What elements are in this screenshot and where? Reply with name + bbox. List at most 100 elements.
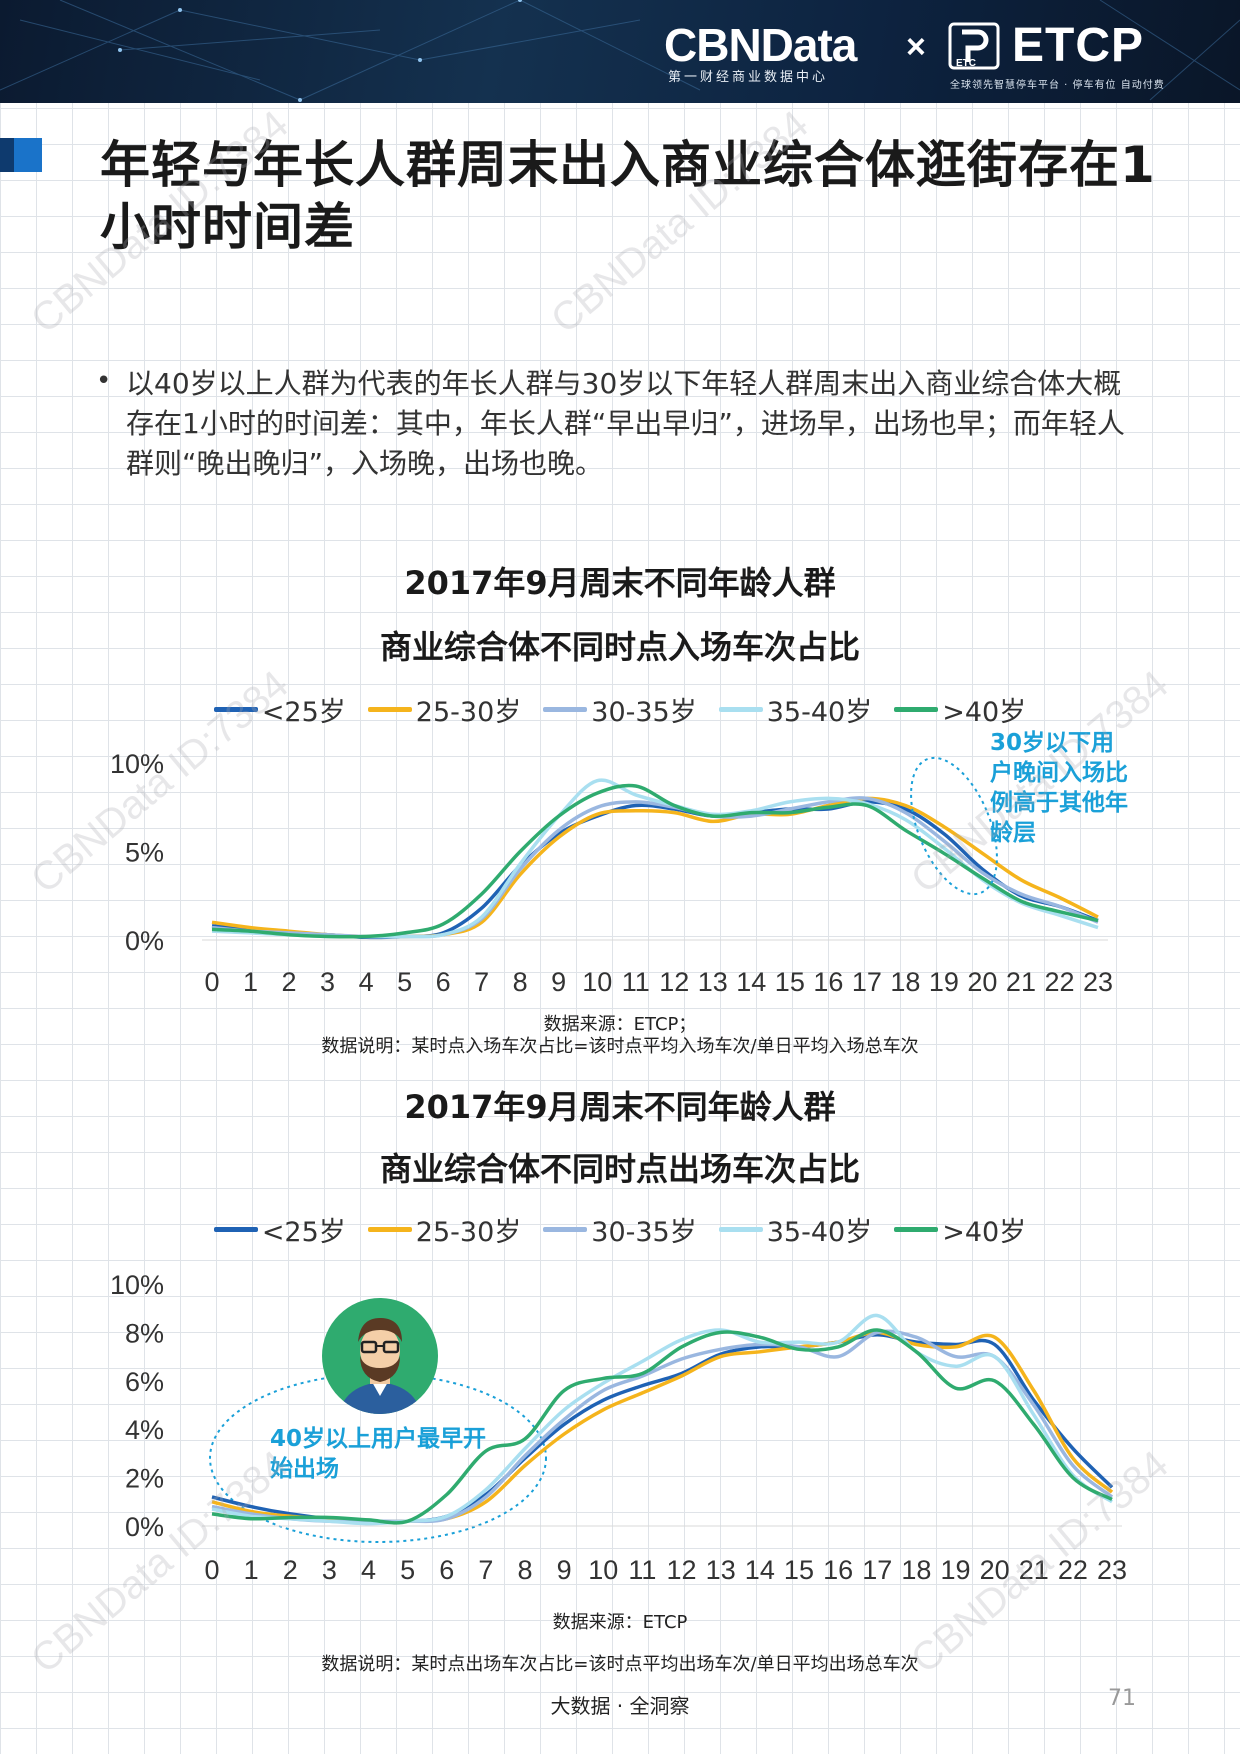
- chart2-x-tick-label: 2: [283, 1555, 298, 1585]
- chart1-y-tick-label: 10%: [110, 749, 164, 779]
- chart2-x-tick-label: 23: [1097, 1555, 1127, 1585]
- chart2-x-tick-label: 17: [862, 1555, 892, 1585]
- cbndata-logo: CBNData: [664, 19, 857, 71]
- legend-item: 30-35岁: [543, 1210, 697, 1249]
- chart2-x-tick-label: 22: [1058, 1555, 1088, 1585]
- chart2-x-tick-label: 5: [400, 1555, 415, 1585]
- legend-label: 35-40岁: [766, 697, 873, 728]
- legend-item: <25岁: [213, 690, 346, 729]
- chart2-x-tick-label: 21: [1019, 1555, 1049, 1585]
- avatar-icon: [322, 1298, 438, 1414]
- chart1-x-tick-label: 13: [698, 967, 728, 997]
- chart2-title-line1: 2017年9月周末不同年龄人群: [404, 1088, 836, 1126]
- chart1-x-tick-label: 10: [582, 967, 612, 997]
- legend-item: 25-30岁: [367, 1210, 522, 1249]
- chart1-title-line2: 商业综合体不同时点入场车次占比: [379, 628, 860, 666]
- legend-label: >40岁: [942, 1217, 1027, 1248]
- chart1-x-tick-label: 11: [622, 967, 650, 997]
- chart2-title-line2: 商业综合体不同时点出场车次占比: [379, 1150, 860, 1188]
- legend-swatch: [543, 1227, 588, 1232]
- chart2-exit-line-chart: 0%2%4%6%8%10%0 1 2 3 4 5 6 7 8 9 10 11 12 13 14 15 16 17 1…: [110, 1270, 1127, 1585]
- chart1-x-tick-label: 23: [1083, 967, 1113, 997]
- chart1-title-line1: 2017年9月周末不同年龄人群: [404, 564, 836, 602]
- legend-swatch: [213, 1227, 258, 1232]
- chart2-series-line-4: [211, 1328, 1113, 1525]
- footer-slogan: 大数据 · 全洞察: [550, 1694, 690, 1718]
- legend-item: >40岁: [894, 690, 1026, 729]
- chart2-x-tick-label: 19: [940, 1555, 970, 1585]
- chart2-y-tick-label: 4%: [125, 1415, 164, 1445]
- chart1-x-tick-label: 15: [775, 967, 805, 997]
- legend-swatch: [367, 1227, 412, 1232]
- title-accent-bar-dark: [0, 138, 14, 172]
- chart1-x-tick-label: 8: [513, 967, 528, 997]
- chart2-x-tick-label: 9: [557, 1555, 572, 1585]
- chart2-x-tick-label: 20: [980, 1555, 1010, 1585]
- chart1-annotation: 30岁以下用户晚间入场比例高于其他年龄层: [990, 730, 1128, 846]
- chart1-x-tick-label: 18: [890, 967, 920, 997]
- chart2-note: 数据说明：某时点出场车次占比=该时点平均出场车次/单日平均出场总车次: [321, 1654, 919, 1675]
- chart2-x-tick-label: 12: [667, 1555, 697, 1585]
- legend-label: 30-35岁: [591, 1217, 697, 1248]
- chart2-x-tick-label: 8: [518, 1555, 533, 1585]
- legend-swatch: [718, 707, 763, 712]
- legend-label: >40岁: [942, 697, 1027, 728]
- chart1-x-tick-label: 14: [736, 967, 766, 997]
- chart1-x-tick-label: 19: [929, 967, 959, 997]
- chart1-x-tick-label: 5: [397, 967, 412, 997]
- chart1-note: 数据说明：某时点入场车次占比=该时点平均入场车次/单日平均入场总车次: [321, 1036, 919, 1057]
- chart1-y-tick-label: 5%: [125, 838, 164, 868]
- chart2-x-tick-label: 4: [361, 1555, 376, 1585]
- chart2-annotation: 40岁以上用户最早开始出场: [270, 1426, 487, 1482]
- chart1-series-line-0: [211, 800, 1099, 940]
- chart1-source: 数据来源：ETCP；: [543, 1014, 697, 1035]
- etcp-tagline: 全球领先智慧停车平台 · 停车有位 自动付费: [950, 80, 1165, 91]
- chart1-x-tick-label: 22: [1044, 967, 1074, 997]
- chart2-x-tick-label: 1: [244, 1555, 259, 1585]
- chart1-x-tick-label: 16: [813, 967, 843, 997]
- chart1-x-tick-label: 20: [967, 967, 997, 997]
- chart2-x-tick-label: 16: [823, 1555, 853, 1585]
- chart1-legend: <25岁 25-30岁 30-35岁 35-40岁 >40岁: [0, 690, 1240, 729]
- chart2-legend: <25岁 25-30岁 30-35岁 35-40岁 >40岁: [0, 1210, 1240, 1249]
- legend-swatch: [543, 707, 588, 712]
- network-pattern: [0, 0, 1240, 102]
- chart2-x-tick-label: 10: [588, 1555, 618, 1585]
- chart1-x-tick-label: 6: [436, 967, 451, 997]
- chart2-x-tick-label: 0: [204, 1555, 219, 1585]
- legend-label: <25岁: [261, 1217, 346, 1248]
- chart2-x-tick-label: 18: [901, 1555, 931, 1585]
- brand-separator: ×: [906, 28, 926, 66]
- chart1-x-tick-label: 17: [852, 967, 882, 997]
- chart2-x-tick-label: 15: [784, 1555, 814, 1585]
- legend-label: 25-30岁: [415, 697, 522, 728]
- cbndata-tagline: 第一财经商业数据中心: [668, 70, 829, 85]
- legend-label: 25-30岁: [415, 1217, 522, 1248]
- legend-swatch: [718, 1227, 763, 1232]
- legend-swatch: [367, 707, 412, 712]
- legend-item: 30-35岁: [543, 690, 697, 729]
- legend-label: <25岁: [261, 697, 346, 728]
- legend-swatch: [894, 707, 939, 712]
- chart1-x-tick-label: 4: [359, 967, 374, 997]
- chart1-x-tick-label: 7: [474, 967, 489, 997]
- chart1-x-tick-label: 1: [243, 967, 258, 997]
- chart2-x-tick-label: 6: [439, 1555, 454, 1585]
- chart2-y-tick-label: 2%: [125, 1464, 164, 1494]
- chart2-x-tick-label: 13: [706, 1555, 736, 1585]
- chart2-y-tick-label: 0%: [125, 1512, 164, 1542]
- chart1-x-tick-label: 0: [204, 967, 219, 997]
- page-number: 71: [1108, 1686, 1136, 1711]
- chart2-y-tick-label: 10%: [110, 1270, 164, 1300]
- chart1-x-tick-label: 3: [320, 967, 335, 997]
- chart2-y-tick-label: 8%: [125, 1318, 164, 1348]
- page-title: 年轻与年长人群周末出入商业综合体逛街存在1小时时间差: [100, 136, 1156, 256]
- intro-paragraph: 以40岁以上人群为代表的年长人群与30岁以下年轻人群周末出入商业综合体大概存在1…: [126, 367, 1125, 480]
- chart2-x-tick-label: 7: [478, 1555, 493, 1585]
- chart2-series-line-3: [211, 1313, 1113, 1526]
- header-banner: CBNData 第一财经商业数据中心 × ETC ETCP 全球领先智慧停车平台…: [0, 0, 1240, 103]
- legend-label: 30-35岁: [591, 697, 697, 728]
- legend-item: 25-30岁: [367, 690, 522, 729]
- legend-swatch: [894, 1227, 939, 1232]
- legend-item: >40岁: [894, 1210, 1026, 1249]
